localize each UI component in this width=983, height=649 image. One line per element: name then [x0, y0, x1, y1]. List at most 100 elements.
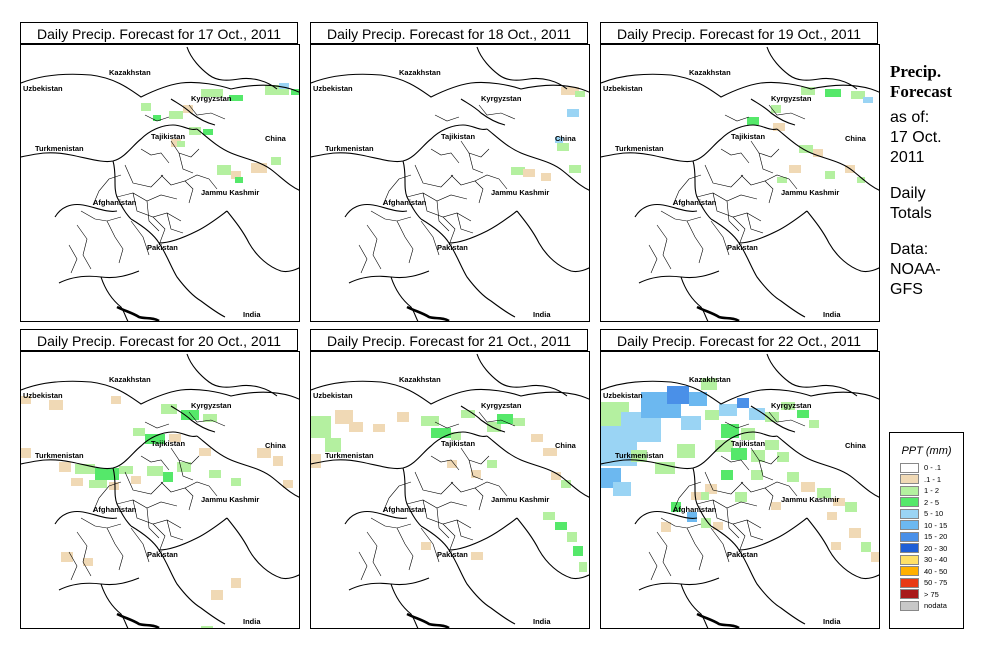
precip-cell	[229, 95, 243, 101]
precip-cell	[451, 432, 461, 440]
map-label-india: India	[823, 310, 841, 319]
map-label-india: India	[243, 310, 261, 319]
precip-cell	[201, 626, 213, 628]
boundary-line	[344, 203, 408, 218]
province-line	[686, 527, 704, 571]
legend-swatch	[900, 508, 919, 519]
map-labels: Kazakhstan Uzbekistan Kyrgyzstan Tajikistan…	[23, 375, 287, 626]
precip-cell	[561, 480, 571, 488]
province-line	[660, 210, 702, 222]
province-line	[420, 220, 440, 256]
precip-cell	[677, 444, 695, 458]
precip-cell	[161, 404, 177, 414]
precip-cell	[721, 470, 733, 480]
precip-map: Kazakhstan Uzbekistan Kyrgyzstan Tajikistan…	[600, 351, 880, 629]
precip-cell	[813, 149, 823, 157]
map-label-pakistan: Pakistan	[147, 243, 178, 252]
province-line	[124, 471, 164, 495]
boundary-line	[21, 124, 198, 163]
coastline	[116, 305, 160, 321]
legend-label: 40 - 50	[924, 566, 948, 576]
map-label-turkmenistan: Turkmenistan	[35, 451, 84, 460]
precip-cell	[163, 472, 173, 482]
precip-cell	[831, 542, 841, 550]
precip-cell	[177, 462, 191, 472]
legend-title: PPT (mm)	[901, 445, 952, 457]
precip-cell	[183, 105, 193, 113]
province-line	[474, 174, 508, 190]
boundary-line	[750, 405, 796, 433]
province-line	[746, 212, 764, 234]
province-line	[80, 517, 122, 529]
precip-cell	[721, 424, 739, 438]
map-labels: Kazakhstan Uzbekistan Kyrgyzstan Tajikistan…	[603, 68, 867, 319]
precip-cell	[551, 472, 561, 480]
map-label-afghanistan: Afghanistan	[383, 198, 427, 207]
map-label-tajikistan: Tajikistan	[441, 439, 475, 448]
boundary-line	[634, 203, 698, 218]
map-label-kyrgyzstan: Kyrgyzstan	[771, 401, 812, 410]
legend-item: 50 - 75	[900, 577, 947, 589]
map-label-kyrgyzstan: Kyrgyzstan	[481, 94, 522, 103]
legend-label: 30 - 40	[924, 555, 948, 565]
precip-cell	[777, 177, 787, 183]
precip-cell	[203, 414, 217, 422]
legend-label: .1 - 1	[924, 474, 942, 484]
precip-map: Kazakhstan Uzbekistan Kyrgyzstan Tajikistan…	[20, 44, 300, 322]
boundary-line	[806, 517, 879, 580]
precip-layer	[141, 83, 299, 183]
boundary-line	[390, 583, 419, 628]
province-line	[478, 411, 516, 427]
boundary-line	[710, 525, 806, 625]
province-line	[442, 523, 456, 553]
province-line	[124, 164, 164, 188]
boundary-line	[420, 218, 516, 318]
province-line	[720, 148, 750, 164]
boundary-line	[680, 276, 709, 321]
precip-cell	[801, 482, 815, 492]
legend-swatch	[900, 520, 919, 531]
precip-cell	[291, 89, 299, 95]
legend-label: 1 - 2	[924, 486, 940, 496]
province-line	[188, 104, 226, 120]
precip-cell	[181, 410, 199, 420]
province-line	[152, 523, 166, 553]
province-line	[656, 531, 672, 577]
legend-swatch	[900, 577, 919, 588]
map-label-afghanistan: Afghanistan	[673, 198, 717, 207]
province-line	[660, 517, 702, 529]
precip-cell	[133, 428, 145, 436]
province-line	[358, 551, 368, 581]
province-line	[80, 210, 122, 222]
legend-item: > 75	[900, 589, 947, 601]
precip-layer	[601, 378, 879, 562]
legend-item: 1 - 2	[900, 485, 947, 497]
boundary-line	[21, 431, 198, 470]
map-labels: Kazakhstan Uzbekistan Kyrgyzstan Tajikistan…	[313, 68, 577, 319]
legend-label: 20 - 30	[924, 543, 948, 553]
boundary-line	[486, 128, 589, 191]
precip-layer	[511, 87, 585, 181]
boundary-line	[448, 210, 518, 244]
forecast-panel-3: Daily Precip. Forecast for 19 Oct., 2011…	[600, 22, 880, 322]
precip-map: Kazakhstan Uzbekistan Kyrgyzstan Tajikistan…	[600, 44, 880, 322]
map-label-india: India	[533, 617, 551, 626]
precip-cell	[845, 502, 857, 512]
legend-item: 10 - 15	[900, 520, 947, 532]
precip-cell	[431, 428, 451, 438]
precip-cell	[861, 542, 871, 552]
precip-cell	[579, 562, 587, 572]
map-label-uzbekistan: Uzbekistan	[313, 84, 353, 93]
map-label-jammu-kashmir: Jammu Kashmir	[781, 188, 839, 197]
province-line	[764, 174, 798, 190]
map-label-kyrgyzstan: Kyrgyzstan	[191, 94, 232, 103]
map-label-kazakhstan: Kazakhstan	[109, 375, 151, 384]
province-line	[724, 114, 750, 122]
precip-cell	[809, 420, 819, 428]
map-label-india: India	[533, 310, 551, 319]
boundary-line	[112, 467, 132, 527]
precip-cell	[523, 169, 535, 177]
precip-cell	[849, 528, 861, 538]
province-line	[724, 421, 750, 429]
precip-cell	[569, 165, 581, 173]
